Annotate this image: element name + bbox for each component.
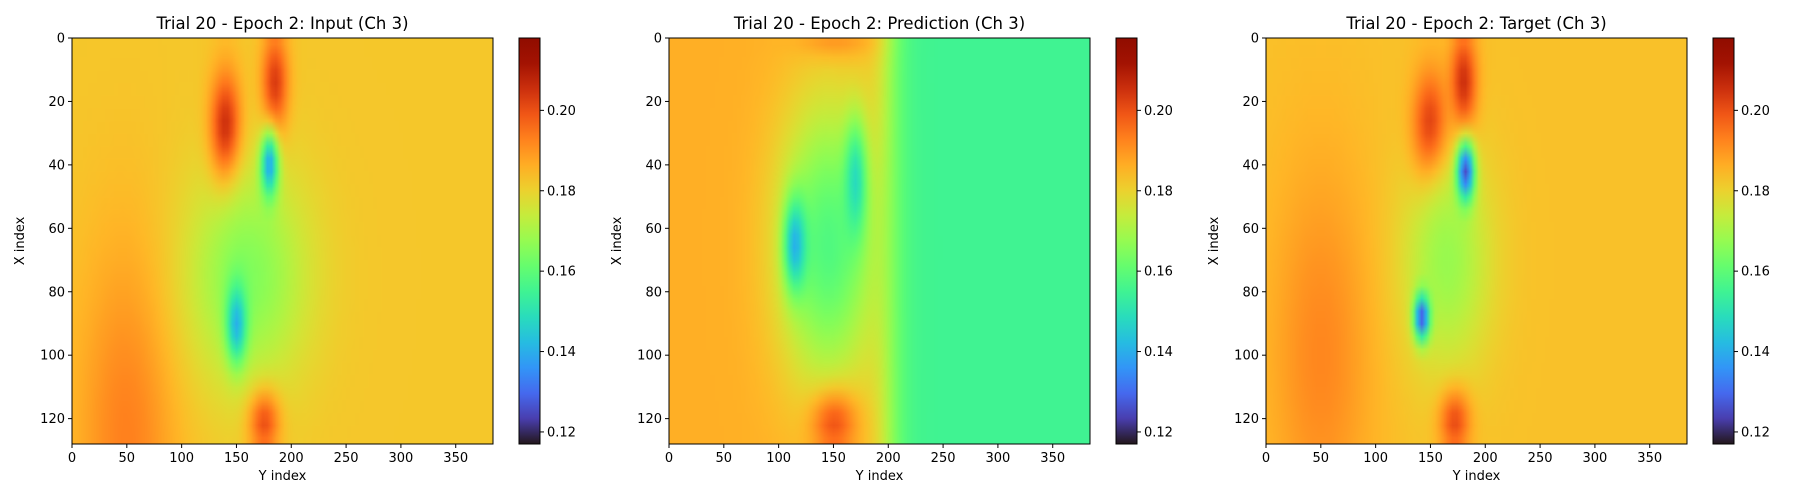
x-tick-label: 150 xyxy=(224,451,249,466)
x-tick-label: 250 xyxy=(1528,451,1553,466)
colorbar xyxy=(1115,37,1138,445)
colorbar-tick-label: 0.12 xyxy=(1144,425,1173,440)
colorbar-tick-label: 0.14 xyxy=(1144,345,1173,360)
y-axis-label: X index xyxy=(13,216,28,265)
x-tick-label: 50 xyxy=(716,451,733,466)
y-tick-label: 40 xyxy=(645,158,662,173)
colorbar-tick-label: 0.16 xyxy=(547,265,576,280)
chart-title: Trial 20 - Epoch 2: Target (Ch 3) xyxy=(1345,14,1606,33)
y-tick-label: 0 xyxy=(1251,32,1259,47)
y-tick-label: 80 xyxy=(645,285,662,300)
y-tick-label: 60 xyxy=(1242,222,1259,237)
y-tick-label: 20 xyxy=(48,95,65,110)
y-tick-label: 40 xyxy=(48,158,65,173)
x-tick-label: 50 xyxy=(119,451,136,466)
panel-1: Trial 20 - Epoch 2: Input (Ch 3) 0 50 100 15… xyxy=(13,14,576,484)
y-axis-label: X index xyxy=(1207,216,1222,265)
colorbar-tick-label: 0.18 xyxy=(1741,184,1770,199)
y-tick-label: 80 xyxy=(48,285,65,300)
colorbar-tick-label: 0.20 xyxy=(1144,104,1173,119)
colorbar-tick-label: 0.12 xyxy=(1741,425,1770,440)
colorbar xyxy=(518,37,541,445)
plot-frame xyxy=(1265,37,1688,445)
colorbar-tick-label: 0.20 xyxy=(1741,104,1770,119)
x-tick-label: 50 xyxy=(1313,451,1330,466)
colorbar-tick-label: 0.16 xyxy=(1144,265,1173,280)
plot-frame xyxy=(71,37,494,445)
colorbar-tick-label: 0.18 xyxy=(1144,184,1173,199)
x-tick-label: 0 xyxy=(68,451,76,466)
x-tick-label: 200 xyxy=(279,451,304,466)
colorbar-tick-label: 0.14 xyxy=(547,345,576,360)
y-tick-label: 60 xyxy=(48,222,65,237)
heatmap-image xyxy=(72,38,493,444)
heatmap-image xyxy=(1266,38,1687,444)
y-tick-label: 120 xyxy=(40,412,65,427)
x-tick-label: 100 xyxy=(169,451,194,466)
x-axis-label: Y index xyxy=(855,469,904,484)
x-axis-label: Y index xyxy=(258,469,307,484)
x-tick-label: 100 xyxy=(1363,451,1388,466)
x-tick-label: 350 xyxy=(1040,451,1065,466)
x-tick-label: 150 xyxy=(1418,451,1443,466)
y-tick-label: 0 xyxy=(654,32,662,47)
y-axis-label: X index xyxy=(610,216,625,265)
colorbar-tick-label: 0.18 xyxy=(547,184,576,199)
x-tick-label: 0 xyxy=(1262,451,1270,466)
x-tick-label: 350 xyxy=(443,451,468,466)
y-tick-label: 60 xyxy=(645,222,662,237)
x-tick-label: 100 xyxy=(766,451,791,466)
heatmap-image xyxy=(669,38,1090,444)
panel-3: Trial 20 - Epoch 2: Target (Ch 3) 0 50 100 1… xyxy=(1207,14,1770,484)
x-tick-label: 300 xyxy=(388,451,413,466)
x-tick-label: 0 xyxy=(665,451,673,466)
x-tick-label: 200 xyxy=(876,451,901,466)
x-tick-label: 200 xyxy=(1473,451,1498,466)
y-tick-label: 20 xyxy=(1242,95,1259,110)
plot-frame xyxy=(668,37,1091,445)
colorbar-tick-label: 0.12 xyxy=(547,425,576,440)
colorbar-tick-label: 0.14 xyxy=(1741,345,1770,360)
x-tick-label: 250 xyxy=(334,451,359,466)
x-tick-label: 250 xyxy=(931,451,956,466)
x-tick-label: 300 xyxy=(985,451,1010,466)
chart-title: Trial 20 - Epoch 2: Input (Ch 3) xyxy=(155,14,408,33)
colorbar xyxy=(1712,37,1735,445)
y-tick-label: 100 xyxy=(637,349,662,364)
y-tick-label: 120 xyxy=(1234,412,1259,427)
x-tick-label: 350 xyxy=(1637,451,1662,466)
x-tick-label: 300 xyxy=(1582,451,1607,466)
y-tick-label: 120 xyxy=(637,412,662,427)
colorbar-tick-label: 0.20 xyxy=(547,104,576,119)
panel-2: Trial 20 - Epoch 2: Prediction (Ch 3) 0 50… xyxy=(610,14,1173,484)
y-tick-label: 0 xyxy=(57,32,65,47)
x-tick-label: 150 xyxy=(821,451,846,466)
y-tick-label: 20 xyxy=(645,95,662,110)
chart-title: Trial 20 - Epoch 2: Prediction (Ch 3) xyxy=(733,14,1025,33)
x-axis-label: Y index xyxy=(1452,469,1501,484)
y-tick-label: 100 xyxy=(40,349,65,364)
y-tick-label: 40 xyxy=(1242,158,1259,173)
y-tick-label: 80 xyxy=(1242,285,1259,300)
colorbar-tick-label: 0.16 xyxy=(1741,265,1770,280)
y-tick-label: 100 xyxy=(1234,349,1259,364)
